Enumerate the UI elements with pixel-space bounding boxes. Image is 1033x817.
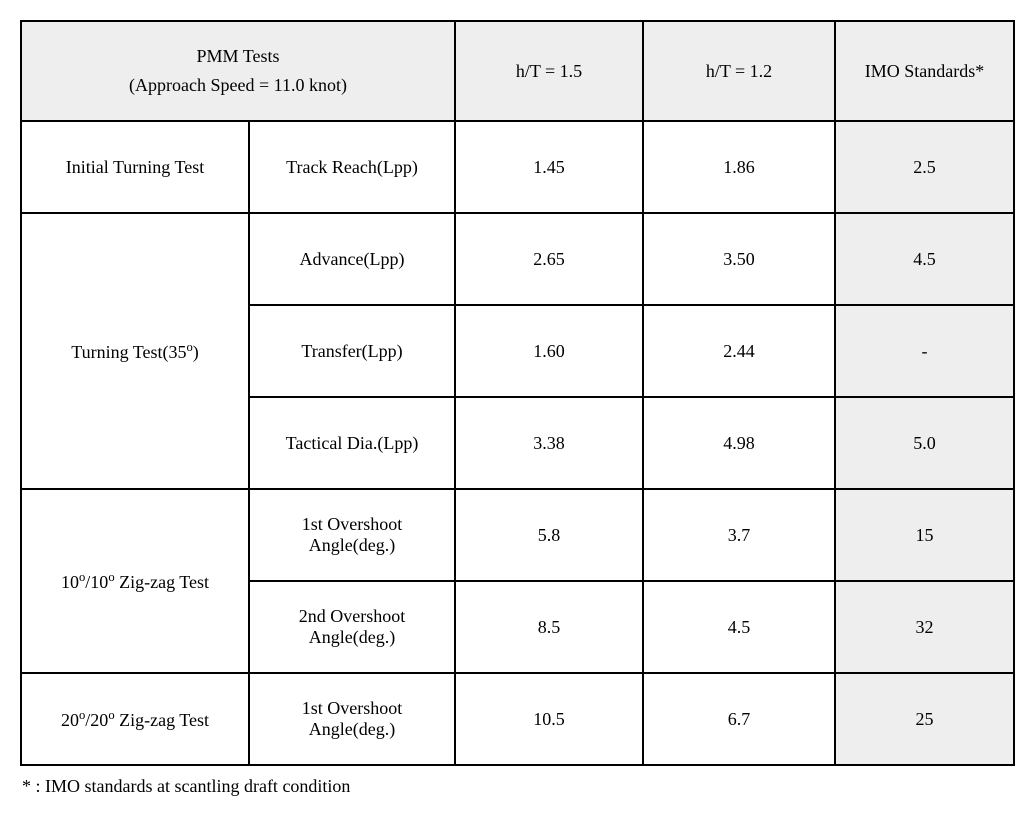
param-line1: 1st Overshoot — [258, 698, 446, 719]
imo-value-cell: 32 — [835, 581, 1014, 673]
param-line2: Angle(deg.) — [258, 535, 446, 556]
value-cell: 3.50 — [643, 213, 835, 305]
test-name-cell: Initial Turning Test — [21, 121, 249, 213]
value-cell: 3.38 — [455, 397, 643, 489]
value-cell: 5.8 — [455, 489, 643, 581]
header-pmm-line1: PMM Tests — [30, 42, 446, 71]
param-cell: Advance(Lpp) — [249, 213, 455, 305]
param-cell: 1st Overshoot Angle(deg.) — [249, 673, 455, 765]
param-cell: 1st Overshoot Angle(deg.) — [249, 489, 455, 581]
imo-value-cell: 5.0 — [835, 397, 1014, 489]
value-cell: 4.98 — [643, 397, 835, 489]
value-cell: 1.45 — [455, 121, 643, 213]
table-row: Turning Test(35o) Advance(Lpp) 2.65 3.50… — [21, 213, 1014, 305]
value-cell: 10.5 — [455, 673, 643, 765]
value-cell: 4.5 — [643, 581, 835, 673]
value-cell: 2.65 — [455, 213, 643, 305]
param-cell: Tactical Dia.(Lpp) — [249, 397, 455, 489]
table-row: 10o/10o Zig-zag Test 1st Overshoot Angle… — [21, 489, 1014, 581]
value-cell: 6.7 — [643, 673, 835, 765]
value-cell: 3.7 — [643, 489, 835, 581]
imo-value-cell: 2.5 — [835, 121, 1014, 213]
param-line1: 1st Overshoot — [258, 514, 446, 535]
test-name-cell: Turning Test(35o) — [21, 213, 249, 489]
value-cell: 8.5 — [455, 581, 643, 673]
imo-value-cell: 4.5 — [835, 213, 1014, 305]
imo-value-cell: 15 — [835, 489, 1014, 581]
value-cell: 1.60 — [455, 305, 643, 397]
imo-value-cell: - — [835, 305, 1014, 397]
param-line2: Angle(deg.) — [258, 719, 446, 740]
test-name-cell: 10o/10o Zig-zag Test — [21, 489, 249, 673]
pmm-tests-table: PMM Tests (Approach Speed = 11.0 knot) h… — [20, 20, 1015, 766]
test-name-cell: 20o/20o Zig-zag Test — [21, 673, 249, 765]
header-ht12: h/T = 1.2 — [643, 21, 835, 121]
table-row: Initial Turning Test Track Reach(Lpp) 1.… — [21, 121, 1014, 213]
header-imo: IMO Standards* — [835, 21, 1014, 121]
value-cell: 1.86 — [643, 121, 835, 213]
header-pmm-tests: PMM Tests (Approach Speed = 11.0 knot) — [21, 21, 455, 121]
param-cell: 2nd Overshoot Angle(deg.) — [249, 581, 455, 673]
imo-value-cell: 25 — [835, 673, 1014, 765]
param-line2: Angle(deg.) — [258, 627, 446, 648]
header-ht15: h/T = 1.5 — [455, 21, 643, 121]
param-cell: Track Reach(Lpp) — [249, 121, 455, 213]
table-row: 20o/20o Zig-zag Test 1st Overshoot Angle… — [21, 673, 1014, 765]
value-cell: 2.44 — [643, 305, 835, 397]
table-header-row: PMM Tests (Approach Speed = 11.0 knot) h… — [21, 21, 1014, 121]
header-pmm-line2: (Approach Speed = 11.0 knot) — [30, 71, 446, 100]
param-cell: Transfer(Lpp) — [249, 305, 455, 397]
param-line1: 2nd Overshoot — [258, 606, 446, 627]
